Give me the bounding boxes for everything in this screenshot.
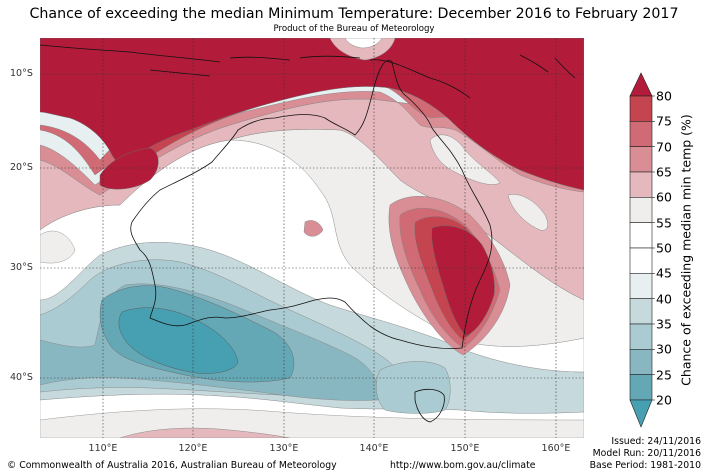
colorbar-swatch <box>629 298 653 325</box>
colorbar-tick-label: 40 <box>656 291 672 307</box>
copyright-notice: © Commonwealth of Australia 2016, Austra… <box>7 460 337 471</box>
colorbar-swatch <box>629 95 653 122</box>
tasmania-coastline <box>414 388 445 423</box>
colorbar-tick-label: 30 <box>656 341 672 357</box>
region-qld-pale-2 <box>507 194 548 231</box>
region-south-below-20 <box>118 307 239 374</box>
lon-label-150e: 150°E <box>450 443 480 454</box>
lon-label-120e: 120°E <box>178 443 208 454</box>
graticule <box>40 38 584 438</box>
lon-label-160e: 160°E <box>541 443 571 454</box>
region-west-pale <box>40 230 76 264</box>
region-south-pink <box>119 427 291 438</box>
region-png-highlands <box>329 38 396 61</box>
colorbar-tick-label: 80 <box>656 88 672 104</box>
source-url[interactable]: http://www.bom.gov.au/climate <box>390 460 536 471</box>
colorbar-swatch <box>629 323 653 350</box>
lat-label-40s: 40°S <box>10 372 33 383</box>
colorbar-tick-label: 20 <box>656 392 672 408</box>
colorbar-tick-label: 55 <box>656 215 672 231</box>
colorbar-arrow-high <box>629 72 653 97</box>
colorbar-label: Chance of exceeding median min temp (%) <box>678 114 694 386</box>
lat-label-30s: 30°S <box>10 262 33 273</box>
colorbar-tick-label: 75 <box>656 113 672 129</box>
colorbar-tick-label: 60 <box>656 189 672 205</box>
colorbar-tick-label: 50 <box>656 240 672 256</box>
contour-fields <box>40 38 584 438</box>
new-guinea-coastline <box>299 55 471 99</box>
colorbar-swatch <box>629 273 653 299</box>
lon-label-130e: 130°E <box>269 443 299 454</box>
colorbar-swatch <box>629 349 653 375</box>
colorbar-swatch <box>629 222 653 249</box>
lon-label-140e: 140°E <box>359 443 389 454</box>
colorbar <box>629 72 655 428</box>
colorbar-swatch <box>629 197 653 223</box>
colorbar-swatch <box>629 171 653 198</box>
colorbar-tick-label: 25 <box>656 367 672 383</box>
colorbar-tick-label: 65 <box>656 164 672 180</box>
solomon-islands-coastline <box>519 54 576 79</box>
lat-label-10s: 10°S <box>10 68 33 79</box>
colorbar-swatch <box>629 374 653 401</box>
colorbar-swatch <box>629 146 653 173</box>
model-run-date: Model Run: 20/11/2016 <box>592 448 701 459</box>
colorbar-tick-label: 45 <box>656 265 672 281</box>
region-nw-above-80 <box>99 147 159 190</box>
lon-label-110e: 110°E <box>88 443 118 454</box>
issued-date: Issued: 24/11/2016 <box>611 436 701 447</box>
colorbar-swatch <box>629 247 653 274</box>
lat-label-20s: 20°S <box>10 162 33 173</box>
chart-title: Chance of exceeding the median Minimum T… <box>29 6 679 22</box>
colorbar-arrow-low <box>629 399 653 428</box>
indonesia-coastline <box>40 44 291 77</box>
colorbar-tick-label: 35 <box>656 316 672 332</box>
region-red-above-80 <box>40 38 584 191</box>
colorbar-swatch <box>629 121 653 147</box>
colorbar-tick-label: 70 <box>656 139 672 155</box>
chart-subtitle: Product of the Bureau of Meteorology <box>273 24 435 34</box>
region-png-highlands-core <box>344 38 383 49</box>
region-nsw-above-80 <box>431 225 495 337</box>
base-period: Base Period: 1981-2010 <box>589 460 701 471</box>
region-tasmania-30-35 <box>376 361 451 414</box>
region-pink-blob <box>303 220 324 237</box>
